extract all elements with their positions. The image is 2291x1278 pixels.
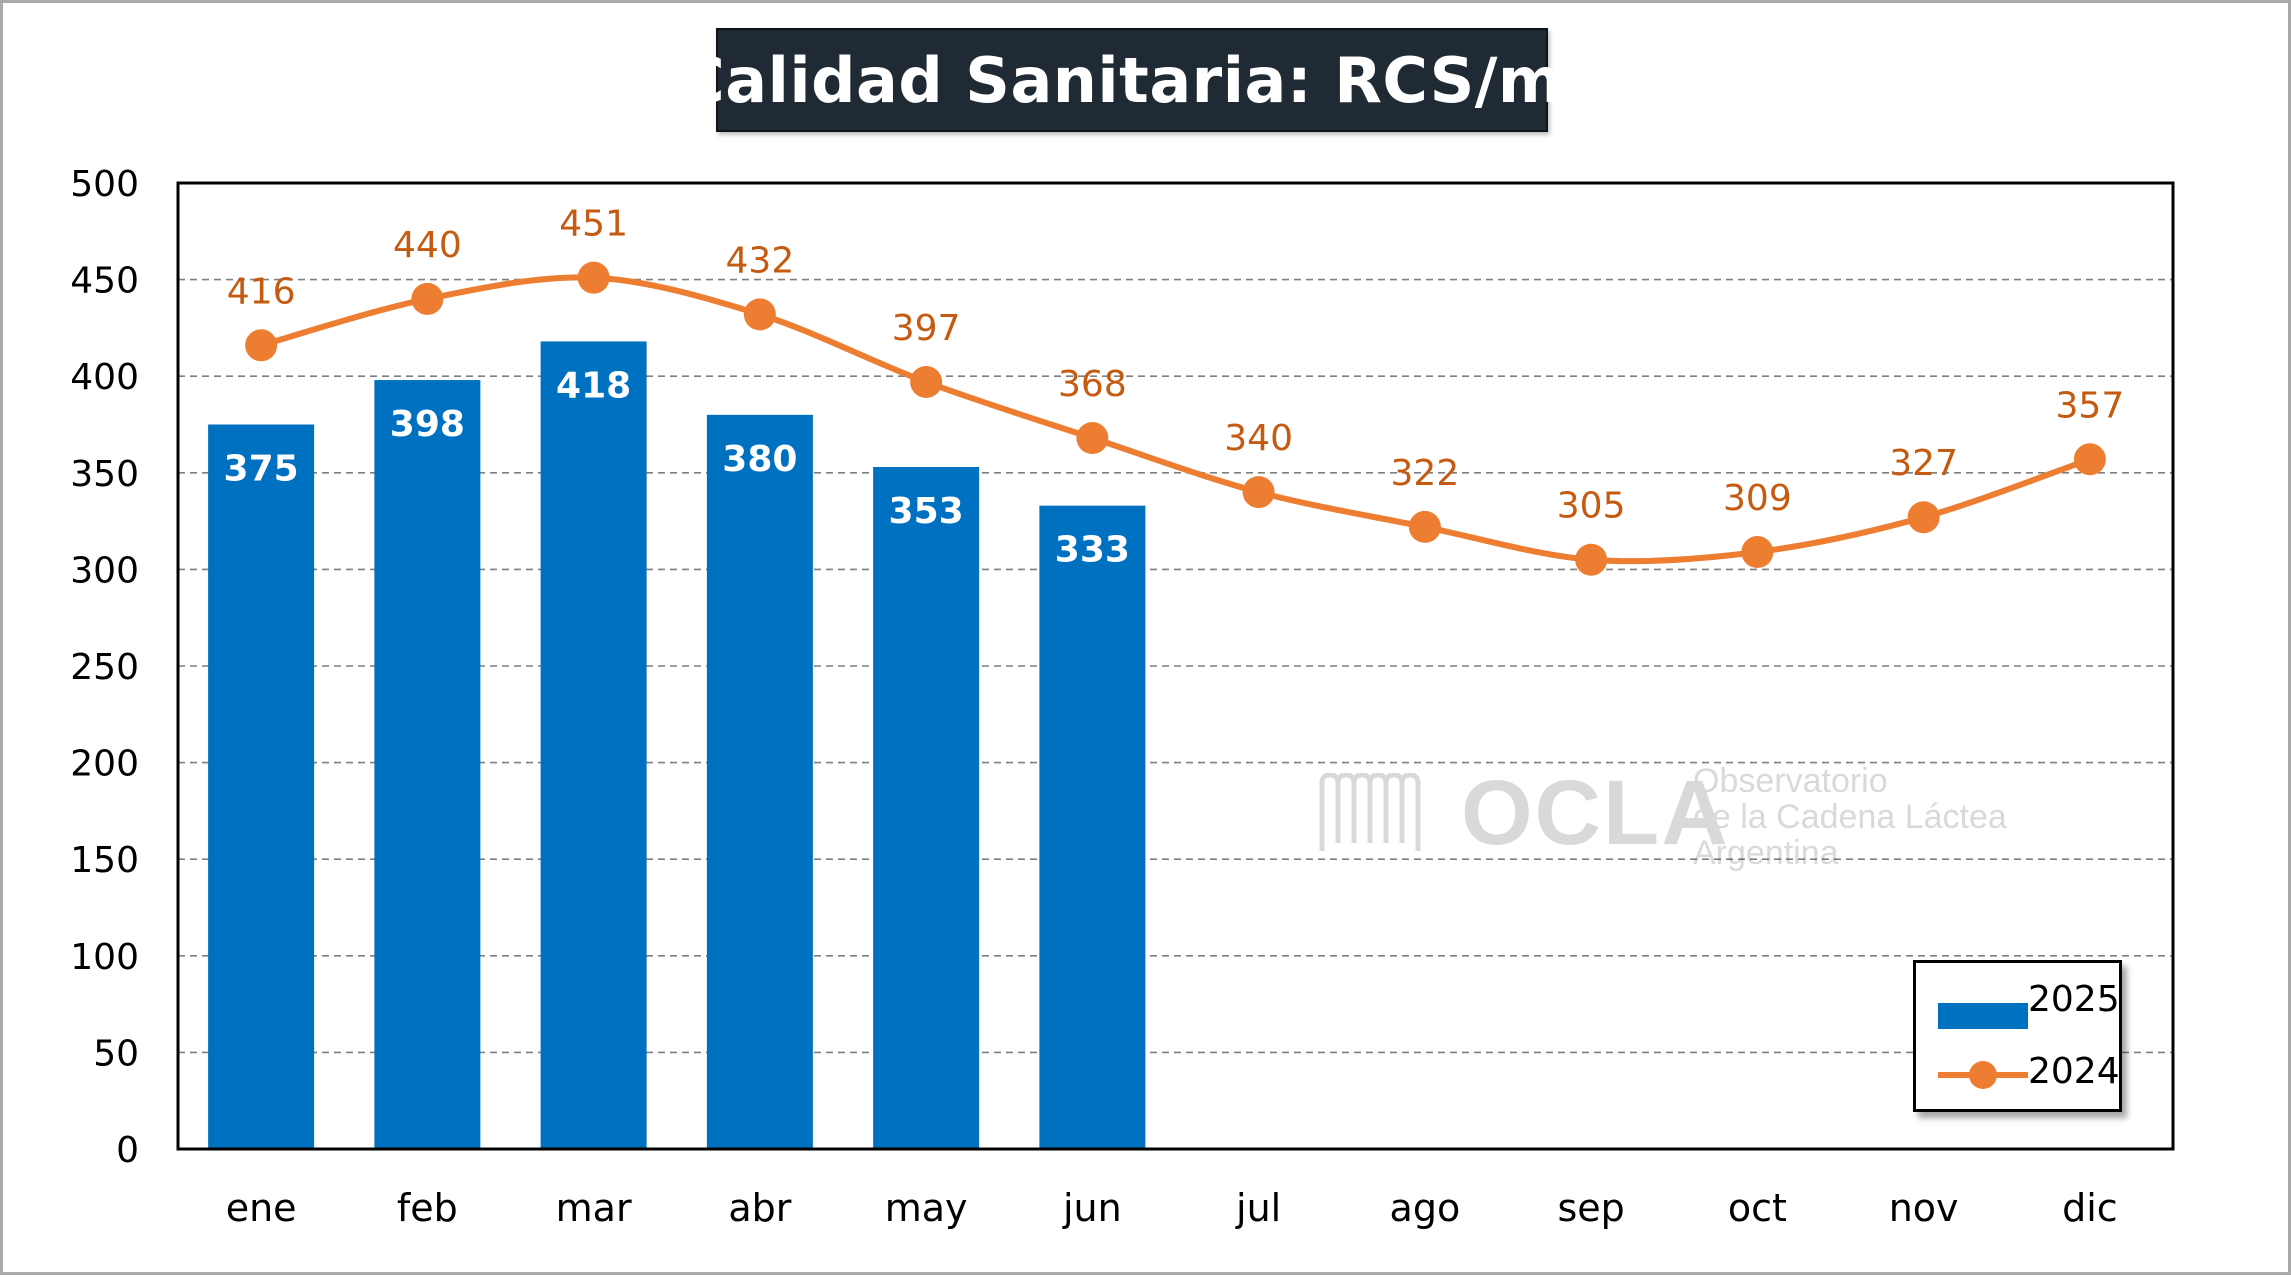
y-tick-label: 300 — [70, 550, 139, 591]
x-tick-label: mar — [556, 1186, 632, 1230]
line-value-label: 357 — [2056, 385, 2125, 426]
point-2024-feb — [411, 282, 444, 315]
watermark-text: Observatorio de la Cadena Láctea Argenti… — [1693, 763, 2007, 871]
line-value-label: 397 — [892, 308, 961, 349]
bar-value-label: 333 — [1055, 530, 1130, 571]
ocla-watermark: OCLA Observatorio de la Cadena Láctea Ar… — [1318, 761, 2018, 891]
chart-title: Calidad Sanitaria: RCS/ml — [679, 43, 1585, 117]
point-2024-nov — [1907, 501, 1940, 534]
bars-layer — [208, 341, 1146, 1150]
y-tick-label: 200 — [70, 744, 139, 785]
line-value-label: 432 — [726, 240, 795, 281]
y-tick-label: 150 — [70, 840, 139, 881]
x-tick-label: ene — [226, 1186, 297, 1230]
line-value-label: 451 — [559, 204, 628, 245]
legend-bar-swatch — [1938, 1003, 2028, 1029]
line-value-label: 368 — [1058, 364, 1127, 405]
watermark-line-1: Observatorio — [1693, 762, 1888, 800]
x-tick-label: abr — [728, 1186, 791, 1230]
line-value-label: 440 — [393, 225, 462, 266]
line-value-label: 327 — [1889, 443, 1958, 484]
point-2024-dic — [2073, 443, 2106, 476]
x-tick-label: sep — [1557, 1186, 1624, 1230]
point-2024-mar — [577, 261, 610, 294]
line-value-label: 322 — [1391, 453, 1460, 494]
point-2024-jun — [1076, 422, 1109, 455]
line-layer — [245, 261, 2106, 576]
x-tick-label: may — [885, 1186, 968, 1230]
point-2024-ene — [245, 329, 278, 362]
watermark-line-2: de la Cadena Láctea — [1693, 798, 2007, 836]
line-value-label: 416 — [227, 271, 296, 312]
line-value-label: 305 — [1557, 486, 1626, 527]
point-2024-jul — [1242, 476, 1275, 509]
bar-2025-may — [873, 467, 980, 1149]
chart-title-box: Calidad Sanitaria: RCS/ml — [679, 28, 1584, 132]
watermark-line-3: Argentina — [1693, 834, 1839, 872]
legend-item-2025: 2025 — [1916, 973, 2120, 1033]
grid-layer — [178, 183, 2173, 1149]
point-2024-abr — [743, 298, 776, 331]
chart-legend: 2025 2024 — [1913, 960, 2122, 1112]
x-tick-label: jun — [1062, 1186, 1122, 1230]
bar-value-label: 418 — [556, 365, 631, 406]
legend-line-swatch — [1938, 1061, 2028, 1089]
point-2024-ago — [1408, 510, 1441, 543]
y-tick-label: 500 — [70, 164, 139, 205]
x-tick-label: nov — [1889, 1186, 1959, 1230]
labels-layer: 375 398 418 380 353 333 416 440 451 432 397 368 340 3… — [224, 204, 2125, 571]
bar-2025-mar — [540, 341, 647, 1149]
x-tick-label: oct — [1728, 1186, 1787, 1230]
legend-label-2025: 2025 — [2028, 979, 2120, 1020]
bar-value-label: 380 — [722, 439, 797, 480]
bar-2025-jun — [1039, 505, 1146, 1149]
x-tick-label: ago — [1390, 1186, 1461, 1230]
plot-border — [176, 181, 2175, 1151]
bar-value-label: 398 — [390, 404, 465, 445]
point-2024-oct — [1741, 536, 1774, 569]
chart-canvas: 375 398 418 380 353 333 416 440 451 432 397 368 340 3… — [70, 164, 2175, 1230]
axes-layer: 0 50 100 150 200 250 300 350 400 450 500 ene feb mar a… — [70, 164, 2175, 1230]
y-tick-label: 350 — [70, 454, 139, 495]
y-tick-label: 0 — [116, 1130, 139, 1171]
x-tick-label: dic — [2062, 1186, 2118, 1230]
line-value-label: 309 — [1723, 478, 1792, 519]
y-tick-label: 50 — [93, 1033, 139, 1074]
bar-2025-abr — [706, 414, 813, 1150]
y-tick-label: 400 — [70, 357, 139, 398]
x-tick-label: jul — [1235, 1186, 1281, 1230]
bar-2025-feb — [374, 380, 481, 1150]
y-tick-label: 250 — [70, 647, 139, 688]
watermark-ocla: OCLA — [1461, 762, 1730, 864]
bar-value-label: 375 — [224, 449, 299, 490]
point-2024-may — [910, 365, 943, 398]
bar-2025-ene — [208, 424, 315, 1149]
legend-label-2024: 2024 — [2028, 1051, 2120, 1092]
line-value-label: 340 — [1224, 418, 1293, 459]
legend-item-2024: 2024 — [1916, 1045, 2120, 1105]
x-tick-label: feb — [397, 1186, 458, 1230]
y-tick-label: 100 — [70, 937, 139, 978]
y-tick-label: 450 — [70, 261, 139, 302]
ocla-logo-icon — [1319, 773, 1421, 851]
bar-value-label: 353 — [889, 491, 964, 532]
point-2024-sep — [1575, 543, 1608, 576]
